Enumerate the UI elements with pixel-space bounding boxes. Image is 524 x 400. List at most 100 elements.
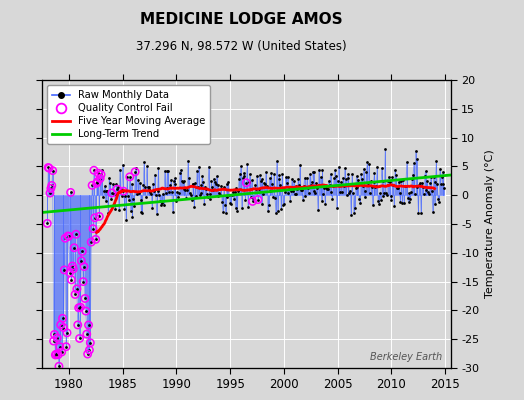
Point bbox=[269, 194, 277, 200]
Point bbox=[81, 295, 89, 302]
Point bbox=[105, 175, 113, 181]
Point bbox=[403, 195, 412, 201]
Point bbox=[136, 196, 145, 203]
Point bbox=[315, 183, 324, 189]
Point bbox=[241, 172, 249, 179]
Point bbox=[213, 182, 222, 188]
Point bbox=[185, 175, 193, 181]
Point bbox=[92, 180, 101, 186]
Point bbox=[70, 244, 79, 251]
Point bbox=[92, 236, 100, 242]
Point bbox=[286, 198, 294, 205]
Point bbox=[281, 188, 289, 195]
Point bbox=[320, 184, 329, 191]
Point bbox=[79, 278, 88, 285]
Point bbox=[57, 322, 65, 328]
Point bbox=[367, 184, 376, 191]
Point bbox=[154, 165, 162, 172]
Point bbox=[126, 174, 134, 180]
Point bbox=[415, 182, 423, 188]
Point bbox=[259, 190, 267, 197]
Point bbox=[326, 170, 335, 177]
Text: 37.296 N, 98.572 W (United States): 37.296 N, 98.572 W (United States) bbox=[136, 40, 346, 53]
Point bbox=[211, 179, 219, 186]
Point bbox=[290, 191, 299, 197]
Point bbox=[433, 181, 441, 187]
Point bbox=[422, 187, 431, 194]
Point bbox=[110, 191, 118, 197]
Point bbox=[439, 181, 447, 188]
Point bbox=[43, 220, 51, 227]
Point bbox=[77, 258, 85, 264]
Point bbox=[305, 190, 313, 196]
Point bbox=[296, 162, 304, 168]
Point bbox=[60, 267, 69, 273]
Point bbox=[398, 200, 407, 206]
Point bbox=[63, 330, 71, 336]
Point bbox=[257, 201, 266, 208]
Point bbox=[52, 351, 60, 357]
Point bbox=[311, 190, 320, 196]
Point bbox=[108, 181, 117, 188]
Point bbox=[95, 213, 103, 220]
Point bbox=[255, 186, 263, 192]
Point bbox=[348, 171, 356, 178]
Point bbox=[163, 168, 171, 175]
Point bbox=[318, 198, 326, 204]
Point bbox=[195, 192, 204, 198]
Point bbox=[175, 190, 183, 196]
Point bbox=[83, 331, 91, 337]
Point bbox=[435, 166, 444, 172]
Point bbox=[238, 175, 247, 182]
Point bbox=[137, 209, 146, 215]
Point bbox=[377, 165, 386, 171]
Point bbox=[401, 183, 410, 190]
Point bbox=[96, 175, 104, 182]
Point bbox=[391, 167, 399, 173]
Point bbox=[401, 183, 409, 189]
Point bbox=[222, 180, 231, 187]
Point bbox=[248, 198, 257, 204]
Point bbox=[51, 352, 60, 358]
Point bbox=[160, 168, 169, 174]
Point bbox=[123, 174, 131, 180]
Point bbox=[221, 202, 229, 208]
Point bbox=[71, 291, 79, 298]
Point bbox=[231, 204, 239, 211]
Point bbox=[356, 199, 364, 206]
Point bbox=[374, 198, 382, 204]
Point bbox=[182, 194, 190, 201]
Point bbox=[411, 190, 419, 197]
Point bbox=[336, 189, 345, 196]
Point bbox=[217, 183, 225, 189]
Point bbox=[328, 196, 336, 202]
Point bbox=[127, 180, 136, 187]
Point bbox=[431, 179, 440, 186]
Point bbox=[385, 174, 393, 180]
Point bbox=[254, 196, 262, 203]
Point bbox=[325, 182, 334, 188]
Point bbox=[101, 198, 110, 204]
Point bbox=[357, 171, 365, 178]
Point bbox=[271, 210, 280, 216]
Point bbox=[258, 176, 267, 182]
Point bbox=[386, 179, 394, 185]
Point bbox=[50, 331, 59, 338]
Point bbox=[280, 201, 288, 207]
Point bbox=[319, 190, 328, 197]
Point bbox=[144, 184, 152, 190]
Text: Berkeley Earth: Berkeley Earth bbox=[370, 352, 442, 362]
Point bbox=[248, 198, 257, 204]
Point bbox=[421, 168, 430, 174]
Point bbox=[47, 185, 55, 192]
Point bbox=[85, 347, 94, 353]
Point bbox=[392, 172, 400, 178]
Point bbox=[64, 233, 73, 240]
Point bbox=[67, 277, 75, 283]
Point bbox=[118, 162, 127, 168]
Point bbox=[177, 167, 185, 173]
Point bbox=[205, 190, 214, 197]
Point bbox=[78, 248, 86, 254]
Point bbox=[202, 185, 210, 192]
Point bbox=[141, 184, 149, 190]
